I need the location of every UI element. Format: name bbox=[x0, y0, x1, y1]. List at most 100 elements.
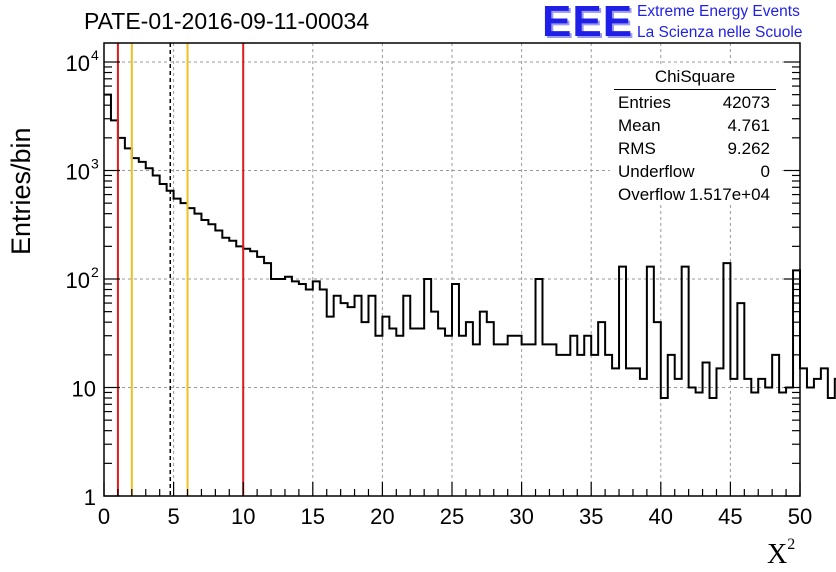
y-axis-label: Entries/bin bbox=[6, 127, 36, 255]
histogram-bin bbox=[125, 148, 132, 496]
x-tick-label: 15 bbox=[301, 504, 325, 529]
histogram-bin bbox=[229, 241, 236, 496]
y-tick-exponent: 4 bbox=[91, 47, 99, 63]
histogram-bin bbox=[529, 344, 536, 496]
histogram-bin bbox=[438, 328, 445, 496]
stats-value: 0 bbox=[760, 162, 770, 181]
histogram-bin bbox=[703, 362, 710, 496]
histogram-bin bbox=[577, 355, 584, 496]
histogram-bin bbox=[675, 379, 682, 496]
histogram-bin bbox=[758, 379, 765, 496]
histogram-bin bbox=[501, 344, 508, 496]
histogram-bin bbox=[466, 322, 473, 496]
histogram-bin bbox=[661, 398, 668, 496]
stats-row-overflow: Overflow 1.517e+04 bbox=[610, 182, 780, 205]
stats-value: 9.262 bbox=[727, 139, 770, 158]
histogram-bin bbox=[800, 368, 807, 496]
histogram-bin bbox=[668, 355, 675, 496]
x-tick-label: 35 bbox=[579, 504, 603, 529]
stats-value: 4.761 bbox=[727, 116, 770, 135]
x-tick-label: 45 bbox=[718, 504, 742, 529]
histogram-bin bbox=[278, 279, 285, 496]
y-tick-exponent: 2 bbox=[91, 264, 99, 280]
stats-title: ChiSquare bbox=[614, 64, 776, 90]
histogram-bin bbox=[647, 267, 654, 496]
histogram-bin bbox=[508, 336, 515, 496]
x-tick-label: 25 bbox=[440, 504, 464, 529]
histogram-bin bbox=[710, 398, 717, 496]
histogram-bin bbox=[570, 336, 577, 496]
histogram-bin bbox=[515, 336, 522, 496]
stats-value: 42073 bbox=[722, 93, 770, 112]
histogram-bin bbox=[549, 344, 556, 496]
x-tick-label: 30 bbox=[509, 504, 533, 529]
x-axis-label-sup: 2 bbox=[787, 536, 796, 553]
x-axis-label: X2 bbox=[767, 536, 795, 571]
histogram-bin bbox=[716, 368, 723, 496]
histogram-bin bbox=[271, 279, 278, 496]
histogram-bin bbox=[382, 317, 389, 496]
histogram-bin bbox=[445, 336, 452, 496]
stats-key: Overflow bbox=[618, 185, 686, 204]
histogram-bin bbox=[793, 270, 800, 496]
histogram-bin bbox=[299, 284, 306, 496]
histogram-bin bbox=[473, 344, 480, 496]
histogram-bin bbox=[612, 368, 619, 496]
histogram-bin bbox=[640, 379, 647, 496]
histogram-bin bbox=[201, 220, 208, 496]
histogram-bin bbox=[696, 392, 703, 496]
histogram-bin bbox=[431, 312, 438, 496]
histogram-bin bbox=[153, 175, 160, 496]
histogram-layer bbox=[104, 93, 836, 497]
histogram-bin bbox=[633, 368, 640, 496]
histogram-bin bbox=[487, 322, 494, 496]
histogram-bin bbox=[556, 355, 563, 496]
histogram-bin bbox=[181, 203, 188, 496]
x-tick-label: 50 bbox=[788, 504, 812, 529]
y-tick-label: 10 bbox=[66, 51, 90, 76]
histogram-bin bbox=[751, 392, 758, 496]
histogram-bin bbox=[334, 296, 341, 496]
histogram-bin bbox=[654, 322, 661, 496]
stats-row-underflow: Underflow 0 bbox=[610, 159, 780, 182]
logo-line-2: La Scienza nelle Scuole bbox=[637, 24, 803, 41]
histogram-bin bbox=[765, 388, 772, 497]
y-tick-label: 10 bbox=[66, 160, 90, 185]
histogram-bin bbox=[417, 328, 424, 496]
histogram-bin bbox=[584, 336, 591, 496]
histogram-bin bbox=[139, 162, 146, 496]
histogram-bin bbox=[285, 277, 292, 496]
threshold-lines bbox=[116, 43, 245, 496]
x-tick-label: 40 bbox=[649, 504, 673, 529]
stats-box: ChiSquare Entries 42073 Mean 4.761 RMS 9… bbox=[610, 64, 780, 205]
stats-key: RMS bbox=[618, 139, 656, 158]
histogram-bin bbox=[424, 279, 431, 496]
stats-value: 1.517e+04 bbox=[689, 185, 770, 204]
histogram-bin bbox=[723, 263, 730, 496]
histogram-bin bbox=[368, 296, 375, 496]
eee-logo-mark: EEE bbox=[542, 0, 634, 46]
y-tick-exponent: 3 bbox=[91, 156, 99, 172]
histogram-bin bbox=[306, 290, 313, 496]
histogram-bin bbox=[737, 303, 744, 496]
histogram-bin bbox=[362, 322, 369, 496]
histogram-bin bbox=[563, 355, 570, 496]
histogram-bin bbox=[459, 336, 466, 496]
y-tick-label: 10 bbox=[66, 268, 90, 293]
logo-line-1: Extreme Energy Events bbox=[637, 3, 800, 20]
histogram-bin bbox=[591, 355, 598, 496]
histogram-bin bbox=[188, 208, 195, 496]
histogram-bin bbox=[160, 184, 167, 496]
histogram-bin bbox=[111, 120, 118, 496]
stats-row-entries: Entries 42073 bbox=[610, 90, 780, 113]
histogram-bin bbox=[264, 263, 271, 496]
histogram-bin bbox=[396, 336, 403, 496]
histogram-bin bbox=[194, 214, 201, 496]
histogram-bin bbox=[292, 281, 299, 496]
histogram-bin bbox=[605, 355, 612, 496]
chart-title: PATE-01-2016-09-11-00034 bbox=[84, 8, 370, 34]
histogram-bin bbox=[410, 328, 417, 496]
histogram-bin bbox=[536, 279, 543, 496]
